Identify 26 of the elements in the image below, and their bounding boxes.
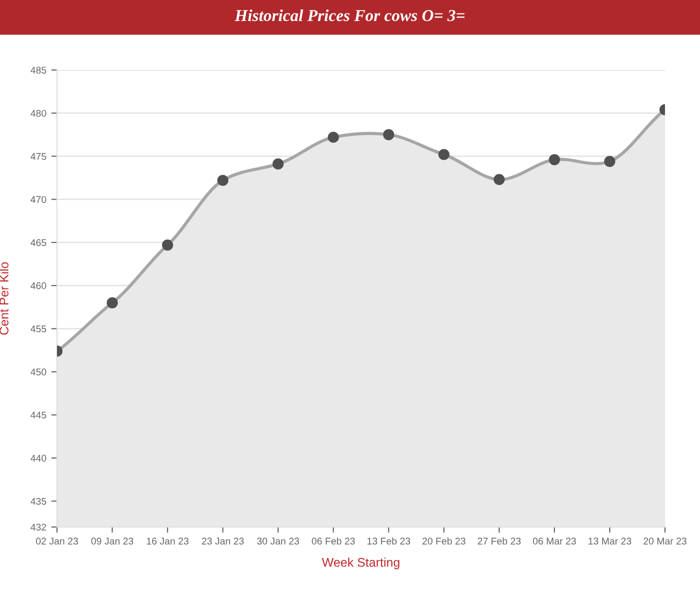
y-tick-label: 470 bbox=[30, 196, 46, 203]
x-tick-label: 20 Mar 23 bbox=[644, 538, 686, 545]
x-tick-label: 02 Jan 23 bbox=[36, 538, 78, 545]
x-tick-label: 06 Feb 23 bbox=[312, 537, 355, 545]
x-tick-label: 23 Jan 23 bbox=[202, 538, 244, 545]
x-tick-label: 13 Feb 23 bbox=[367, 537, 410, 545]
y-tick-label: 455 bbox=[30, 326, 46, 332]
x-tick-label: 27 Feb 23 bbox=[478, 537, 521, 545]
x-axis-title: Week Starting bbox=[322, 558, 400, 570]
x-tick-label: 16 Jan 23 bbox=[146, 538, 188, 545]
y-tick-label: 480 bbox=[30, 110, 46, 117]
x-tick-label: 06 Mar 23 bbox=[532, 538, 576, 545]
y-tick-label: 432 bbox=[30, 524, 46, 531]
y-tick-label: 485 bbox=[30, 66, 46, 74]
x-tick-label: 30 Jan 23 bbox=[257, 538, 300, 545]
y-tick-label: 440 bbox=[30, 454, 46, 462]
y-tick-label: 450 bbox=[30, 368, 46, 376]
y-tick-label: 465 bbox=[30, 239, 46, 246]
y-tick-label: 435 bbox=[30, 498, 46, 505]
x-tick-label: 09 Jan 23 bbox=[91, 538, 134, 545]
x-tick-label: 13 Mar 23 bbox=[588, 538, 632, 545]
y-tick-label: 460 bbox=[30, 282, 46, 290]
y-tick-label: 475 bbox=[30, 153, 46, 160]
y-tick-label: 445 bbox=[30, 412, 46, 419]
x-tick-label: 20 Feb 23 bbox=[422, 537, 466, 545]
chart-title: Historical Prices For cows O= 3= bbox=[234, 9, 464, 22]
